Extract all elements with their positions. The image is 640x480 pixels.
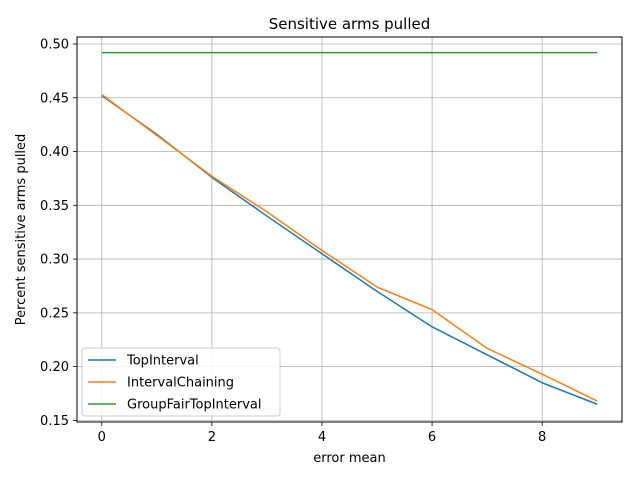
x-tick-label: 2 [208,430,216,445]
y-tick-label: 0.40 [40,145,69,160]
legend-label-interval-chaining: IntervalChaining [127,376,234,391]
legend-label-group-fair-top-interval: GroupFairTopInterval [127,398,262,413]
y-tick-label: 0.25 [40,306,69,321]
plot-frame [76,36,623,423]
legend: TopInterval IntervalChaining GroupFairTopI… [81,347,281,417]
x-tick-label: 0 [98,430,106,445]
x-tick-label: 4 [318,430,326,445]
grid [77,37,622,422]
x-tick-label: 8 [538,430,546,445]
legend-label-top-interval: TopInterval [126,354,199,369]
y-tick-label: 0.30 [40,253,69,268]
y-tick-label: 0.45 [40,91,69,106]
axis-ticks: 0 2 4 6 8 0.15 0.20 0.25 0.30 0.35 0.40 0.45 0.50 [40,37,546,445]
x-tick-label: 6 [428,430,436,445]
series-line-interval-chaining [101,93,598,402]
y-tick-label: 0.50 [40,37,69,52]
y-tick-label: 0.35 [40,199,69,214]
x-axis-label: error mean [313,451,385,466]
y-tick-label: 0.15 [40,414,69,429]
legend-box [81,347,281,417]
chart-title: Sensitive arms pulled [269,15,431,33]
y-tick-label: 0.20 [40,360,69,375]
series-lines [101,51,598,405]
y-axis-label: Percent sensitive arms pulled [14,134,29,326]
